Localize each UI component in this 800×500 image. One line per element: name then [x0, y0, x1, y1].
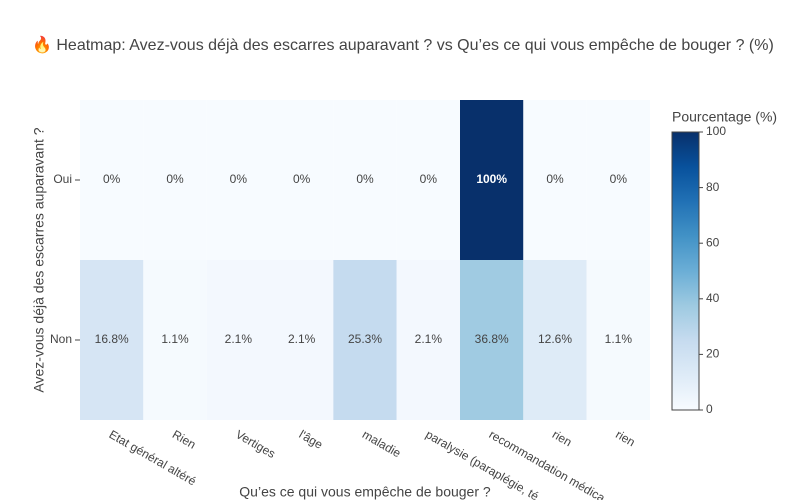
- cell-label: 0%: [356, 172, 374, 186]
- cell-label: 2.1%: [288, 332, 316, 346]
- heatmap-cell: [333, 260, 397, 420]
- heatmap-cell: [586, 100, 650, 260]
- colorbar-title: Pourcentage (%): [672, 109, 777, 125]
- cell-label: 25.3%: [348, 332, 382, 346]
- y-tick-label: Non: [50, 332, 72, 346]
- cell-label: 2.1%: [415, 332, 443, 346]
- colorbar-tick-label: 40: [706, 291, 720, 305]
- chart-title: 🔥 Heatmap: Avez-vous déjà des escarres a…: [32, 35, 774, 54]
- heatmap-cell: [523, 100, 587, 260]
- colorbar-tick-label: 0: [706, 402, 713, 416]
- cell-label: 1.1%: [161, 332, 189, 346]
- heatmap-cell: [206, 260, 270, 420]
- x-tick-label: Vertiges: [233, 427, 278, 461]
- cell-label: 0%: [103, 172, 121, 186]
- heatmap-cell: [206, 100, 270, 260]
- heatmap-cell: [80, 100, 144, 260]
- x-axis-title: Qu’es ce qui vous empêche de bouger ?: [239, 484, 491, 500]
- x-tick-label: recommandation médica: [487, 427, 608, 500]
- colorbar-tick-label: 100: [706, 124, 726, 138]
- colorbar-tick-label: 20: [706, 347, 720, 361]
- y-tick-label: Oui: [53, 172, 72, 186]
- cell-label: 36.8%: [475, 332, 509, 346]
- y-axis-title: Avez-vous déjà des escarres auparavant ?: [31, 127, 47, 392]
- heatmap-cell: [460, 260, 524, 420]
- cell-label: 0%: [546, 172, 564, 186]
- heatmap-cell: [270, 100, 334, 260]
- colorbar-tick-label: 80: [706, 180, 720, 194]
- cell-label: 16.8%: [95, 332, 129, 346]
- x-tick-label: Rien: [170, 427, 198, 451]
- x-tick-label: l'âge: [297, 427, 326, 452]
- heatmap-cell: [396, 260, 460, 420]
- cell-label: 0%: [293, 172, 311, 186]
- cell-label: 0%: [230, 172, 248, 186]
- heatmap-cell: [80, 260, 144, 420]
- heatmap-cell: [143, 100, 207, 260]
- cell-label: 0%: [166, 172, 184, 186]
- heatmap-cell: [460, 100, 524, 260]
- heatmap-cell: [333, 100, 397, 260]
- heatmap-cell: [586, 260, 650, 420]
- x-tick-label: rien: [613, 427, 637, 449]
- cell-label: 100%: [476, 172, 507, 186]
- cell-label: 2.1%: [225, 332, 253, 346]
- heatmap-cell: [396, 100, 460, 260]
- colorbar: [671, 131, 700, 411]
- cell-label: 0%: [610, 172, 628, 186]
- x-tick-label: maladie: [360, 427, 404, 460]
- heatmap-cell: [523, 260, 587, 420]
- x-tick-label: rien: [550, 427, 574, 449]
- heatmap-cell: [270, 260, 334, 420]
- colorbar-tick-label: 60: [706, 235, 720, 249]
- heatmap-cell: [143, 260, 207, 420]
- cell-label: 1.1%: [605, 332, 633, 346]
- cell-label: 0%: [420, 172, 438, 186]
- cell-label: 12.6%: [538, 332, 572, 346]
